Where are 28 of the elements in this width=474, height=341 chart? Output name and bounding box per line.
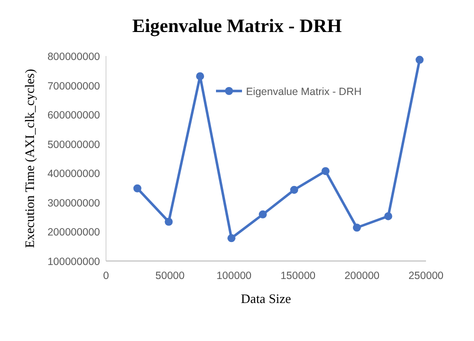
y-tick-label: 600000000: [47, 110, 100, 122]
x-tick-label: 200000: [344, 270, 380, 282]
point: [164, 218, 173, 226]
y-tick-label: 500000000: [47, 138, 100, 151]
chart-title: Eigenvalue Matrix - DRH: [132, 16, 342, 37]
x-tick-label: 0: [103, 270, 110, 282]
y-axis-title: Execution Time (AXI_clk_cycles): [22, 68, 37, 248]
y-tick-label: 200000000: [47, 226, 100, 239]
point: [196, 72, 204, 80]
point: [416, 56, 424, 64]
x-tick-label: 150000: [280, 270, 316, 282]
x-axis-title: Data Size: [240, 291, 292, 306]
point: [258, 210, 267, 218]
point: [322, 167, 330, 176]
point: [133, 184, 142, 192]
point: [227, 234, 236, 242]
point: [290, 186, 298, 194]
y-tick-label: 300000000: [47, 197, 100, 210]
legend-label: Eigenvalue Matrix - DRH: [246, 86, 362, 98]
x-tick-label: 50000: [155, 270, 185, 282]
y-tick-label: 100000000: [47, 256, 100, 268]
y-tick-label: 400000000: [47, 168, 100, 180]
x-tick-label: 100000: [216, 270, 252, 282]
x-tick-label: 250000: [408, 270, 444, 282]
y-tick-label: 800000000: [47, 51, 100, 63]
y-tick-label: 700000000: [47, 80, 100, 92]
point: [352, 224, 361, 232]
point: [384, 212, 392, 220]
